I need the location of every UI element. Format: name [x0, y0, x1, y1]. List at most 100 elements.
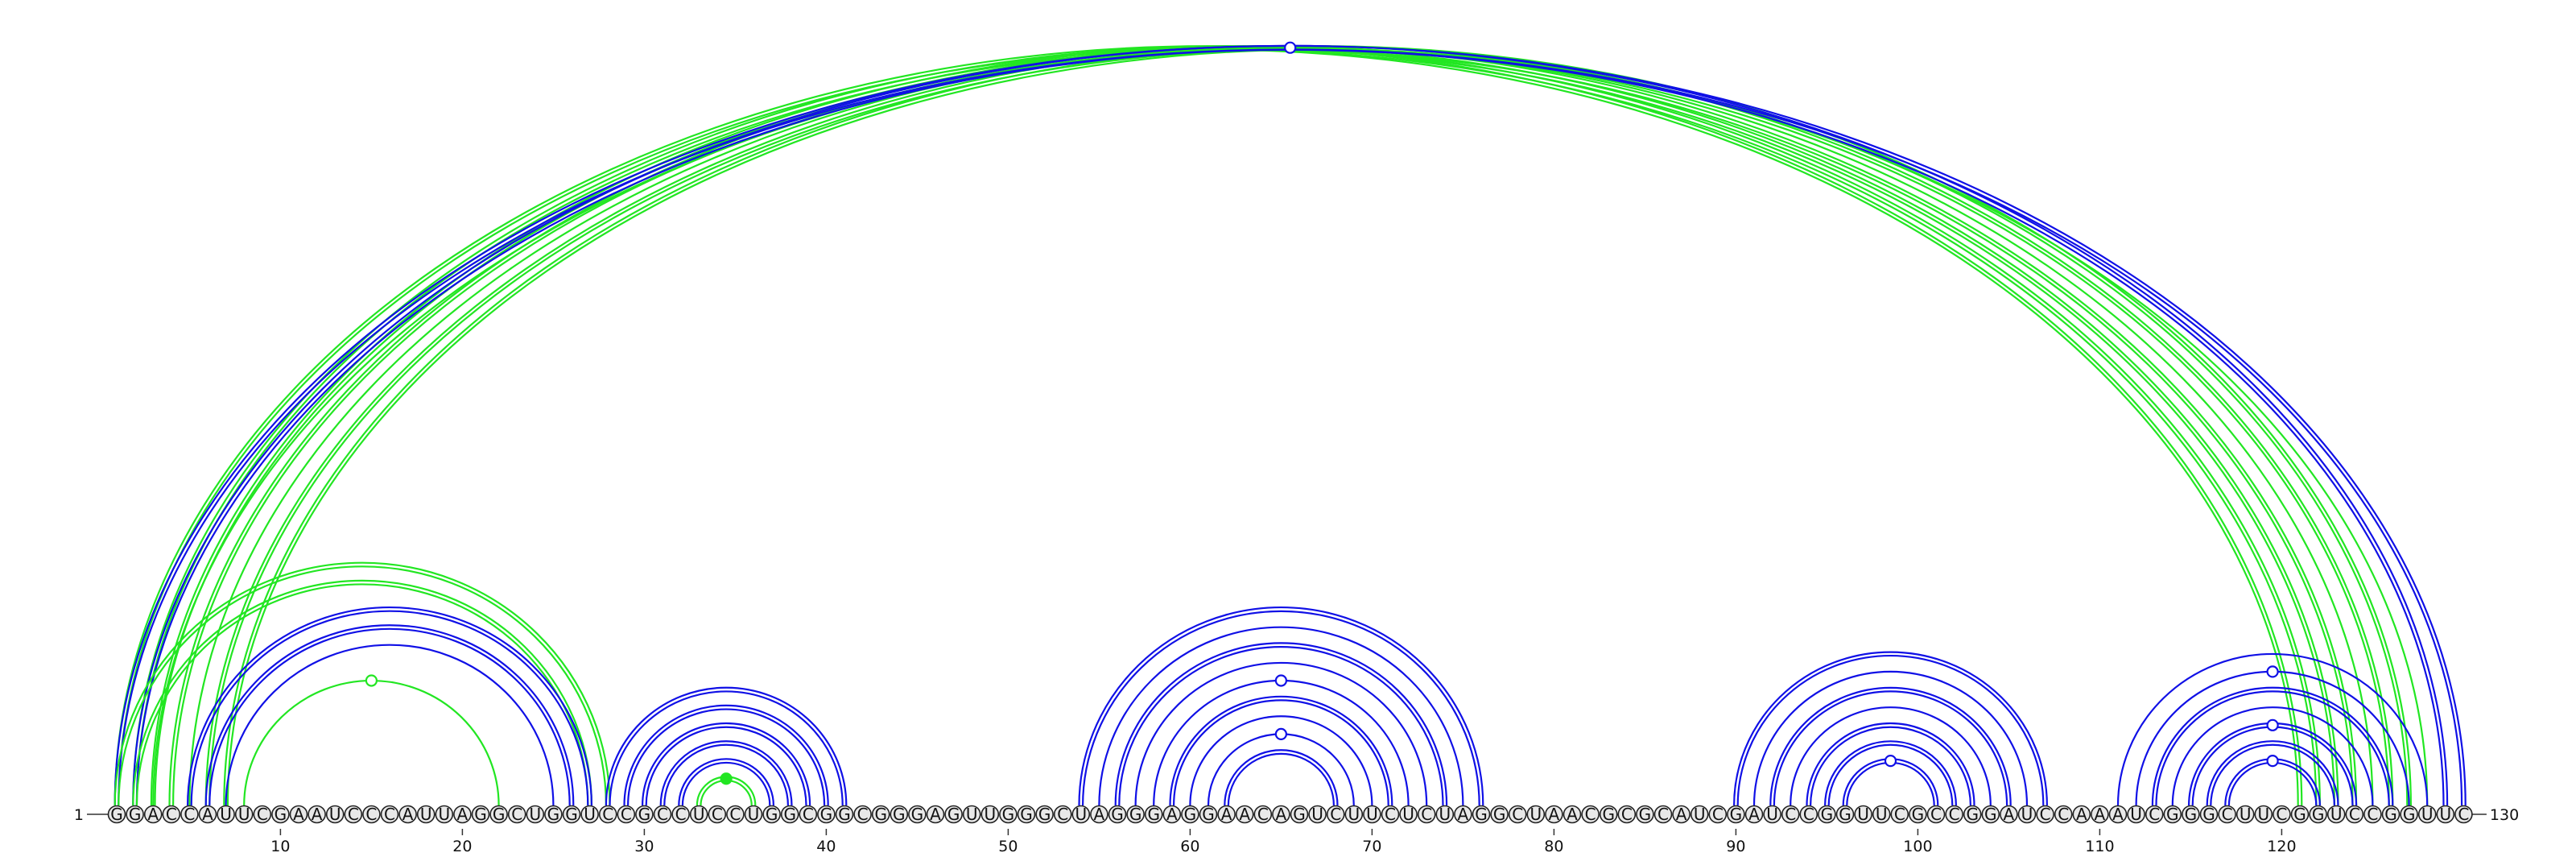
- nucleotide-95: G: [1818, 805, 1836, 824]
- pair-arc-113-126-strand-2: [2151, 686, 2394, 806]
- nucleotide-3: A: [143, 805, 163, 824]
- nucleotide-112-circle: [2127, 805, 2145, 824]
- pair-arc-1-121-strand-2: [114, 44, 2303, 806]
- nucleotide-119-letter: U: [2257, 805, 2269, 824]
- nucleotide-76-circle: [1472, 805, 1491, 824]
- nucleotide-92-letter: U: [1766, 805, 1778, 824]
- nucleotide-116: G: [2199, 805, 2219, 824]
- pair-arc-94-103-strand-1: [1810, 726, 1971, 806]
- nucleotide-36: U: [744, 805, 763, 824]
- tick-label-90: 90: [1726, 838, 1745, 855]
- nucleotide-13-circle: [325, 805, 345, 824]
- nucleotide-69-circle: [1344, 805, 1364, 824]
- nucleotide-119-circle: [2254, 805, 2273, 824]
- nucleotide-13: U: [325, 805, 345, 824]
- nucleotide-9: C: [253, 805, 272, 824]
- nucleotide-97: U: [1854, 805, 1872, 824]
- nucleotide-72-letter: U: [1402, 805, 1414, 824]
- nucleotide-60-letter: G: [1184, 805, 1197, 824]
- nucleotide-49-circle: [980, 805, 1000, 824]
- nucleotide-106-letter: U: [2021, 805, 2033, 824]
- nucleotide-77: G: [1490, 805, 1509, 824]
- tick-label-10: 10: [270, 838, 290, 855]
- nucleotide-75-letter: A: [1458, 805, 1469, 824]
- nucleotide-42-letter: C: [857, 805, 869, 824]
- nucleotide-63: A: [1235, 805, 1254, 824]
- nucleotide-14-letter: C: [348, 805, 359, 824]
- nucleotide-127: G: [2400, 805, 2418, 824]
- nucleotide-110: A: [2091, 805, 2109, 824]
- nucleotide-9-circle: [253, 805, 272, 824]
- nucleotide-2-letter: G: [129, 805, 142, 824]
- pair-arc-62-68-strand-1: [1227, 752, 1335, 806]
- nucleotide-124-letter: C: [2349, 805, 2360, 824]
- nucleotide-83: G: [1599, 805, 1618, 824]
- nucleotide-47-letter: G: [947, 805, 960, 824]
- nucleotide-65: A: [1272, 805, 1290, 824]
- nucleotide-38: G: [780, 805, 799, 824]
- nucleotide-113-circle: [2145, 805, 2164, 824]
- nucleotide-70-circle: [1363, 805, 1381, 824]
- nucleotide-84-letter: C: [1621, 805, 1633, 824]
- nucleotide-27-circle: [580, 805, 599, 824]
- nucleotide-104: G: [1981, 805, 2000, 824]
- nucleotide-15-circle: [362, 805, 381, 824]
- nucleotide-30: G: [635, 805, 654, 824]
- nucleotide-24: U: [526, 805, 545, 824]
- nucleotide-60: G: [1181, 805, 1199, 824]
- pair-arc-116-123-strand-2: [2206, 740, 2339, 806]
- nucleotide-56-letter: G: [1111, 805, 1124, 824]
- pair-marker-33-36: [720, 772, 733, 785]
- nucleotide-33-circle: [689, 805, 708, 824]
- nucleotide-11-letter: A: [293, 805, 304, 824]
- nucleotide-39-circle: [799, 805, 818, 824]
- nucleotide-88-letter: U: [1694, 805, 1706, 824]
- nucleotide-90-circle: [1727, 805, 1745, 824]
- nucleotide-59-letter: A: [1166, 805, 1178, 824]
- pair-arc-90-107-strand-1: [1736, 654, 2045, 806]
- nucleotide-75: A: [1454, 805, 1472, 824]
- nucleotide-122-letter: G: [2312, 805, 2325, 824]
- tick-label-40: 40: [816, 838, 836, 855]
- nucleotide-16-circle: [380, 805, 399, 824]
- nucleotide-49: U: [980, 805, 1000, 824]
- nucleotide-122-circle: [2309, 805, 2327, 824]
- pair-arc-94-103-strand-2: [1806, 722, 1975, 806]
- nucleotide-95-letter: G: [1821, 805, 1834, 824]
- nucleotide-26-circle: [562, 805, 581, 824]
- pair-marker-117-122: [2266, 755, 2279, 768]
- nucleotide-1: G: [107, 805, 126, 824]
- nucleotide-19: U: [435, 805, 454, 824]
- pair-arc-7-127-strand-2: [223, 44, 2412, 806]
- nucleotide-25-letter: G: [547, 805, 560, 824]
- nucleotide-26: G: [562, 805, 581, 824]
- pair-arc-6-26-strand-2: [204, 624, 575, 806]
- nucleotide-27: U: [580, 805, 599, 824]
- nucleotide-4-circle: [162, 805, 181, 824]
- nucleotide-108: C: [2054, 805, 2073, 824]
- nucleotide-107-letter: C: [2040, 805, 2051, 824]
- nucleotide-121-circle: [2290, 805, 2310, 824]
- nucleotide-6-letter: A: [202, 805, 213, 824]
- nucleotide-94-circle: [1799, 805, 1818, 824]
- nucleotide-72-circle: [1399, 805, 1418, 824]
- pair-arc-8-22: [243, 679, 500, 806]
- nucleotide-53-letter: C: [1057, 805, 1068, 824]
- nucleotide-113-letter: C: [2149, 805, 2160, 824]
- nucleotide-105-circle: [2000, 805, 2018, 824]
- nucleotide-88-circle: [1690, 805, 1709, 824]
- nucleotide-18-circle: [416, 805, 436, 824]
- nucleotide-23-circle: [507, 805, 526, 824]
- nucleotide-115: G: [2182, 805, 2200, 824]
- pair-arc-7-25: [225, 644, 555, 806]
- nucleotide-92-circle: [1763, 805, 1781, 824]
- nucleotide-91-circle: [1744, 805, 1764, 824]
- nucleotide-107-circle: [2036, 805, 2054, 824]
- nucleotide-73-letter: C: [1421, 805, 1432, 824]
- nucleotide-70-letter: U: [1366, 805, 1378, 824]
- nucleotide-21-letter: G: [474, 805, 487, 824]
- nucleotide-77-letter: G: [1493, 805, 1506, 824]
- nucleotide-30-letter: G: [638, 805, 651, 824]
